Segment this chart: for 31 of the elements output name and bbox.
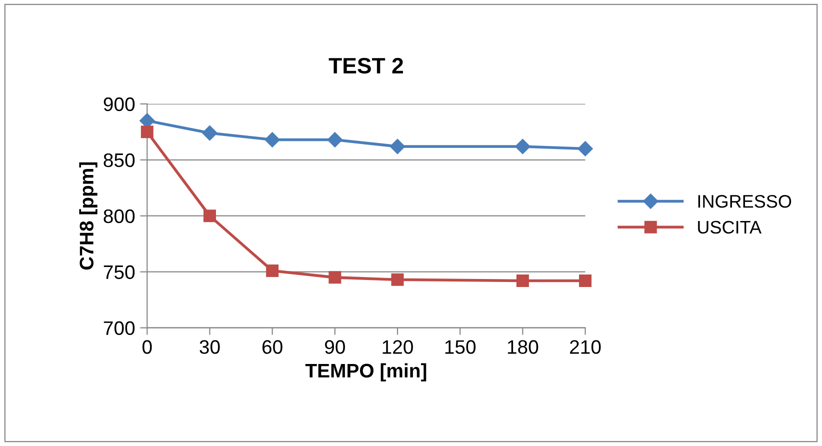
point — [327, 132, 342, 148]
x-tick-label: 30 — [200, 340, 220, 354]
point — [266, 264, 279, 277]
x-tick-label: 120 — [382, 340, 413, 354]
x-tick-label: 210 — [570, 340, 601, 354]
legend-label: USCITA — [698, 220, 762, 234]
x-tick-label: 180 — [508, 340, 538, 354]
point — [328, 271, 342, 284]
x-tick-label: 90 — [325, 340, 345, 354]
point — [578, 141, 593, 156]
y-axis-title: C7H8 [ppm] — [79, 162, 98, 270]
x-tick-label: 0 — [142, 340, 152, 354]
point — [516, 274, 529, 288]
x-axis-title: TEMPO [min] — [305, 363, 426, 382]
chart-title: TEST 2 — [328, 58, 403, 74]
y-tick-label: 900 — [104, 97, 135, 112]
y-tick-label: 800 — [104, 209, 135, 224]
point — [579, 274, 592, 288]
point — [515, 138, 530, 154]
x-tick-label: 60 — [262, 340, 282, 354]
y-tick-label: 700 — [104, 321, 135, 336]
point — [203, 210, 216, 222]
point — [391, 273, 404, 286]
point — [264, 132, 280, 148]
legend-label: INGRESSO — [698, 194, 792, 208]
y-tick-label: 850 — [104, 153, 135, 168]
y-tick-label: 750 — [104, 265, 135, 280]
point — [140, 126, 154, 138]
point — [202, 125, 218, 141]
point — [390, 138, 406, 154]
x-tick-label: 150 — [445, 340, 476, 354]
